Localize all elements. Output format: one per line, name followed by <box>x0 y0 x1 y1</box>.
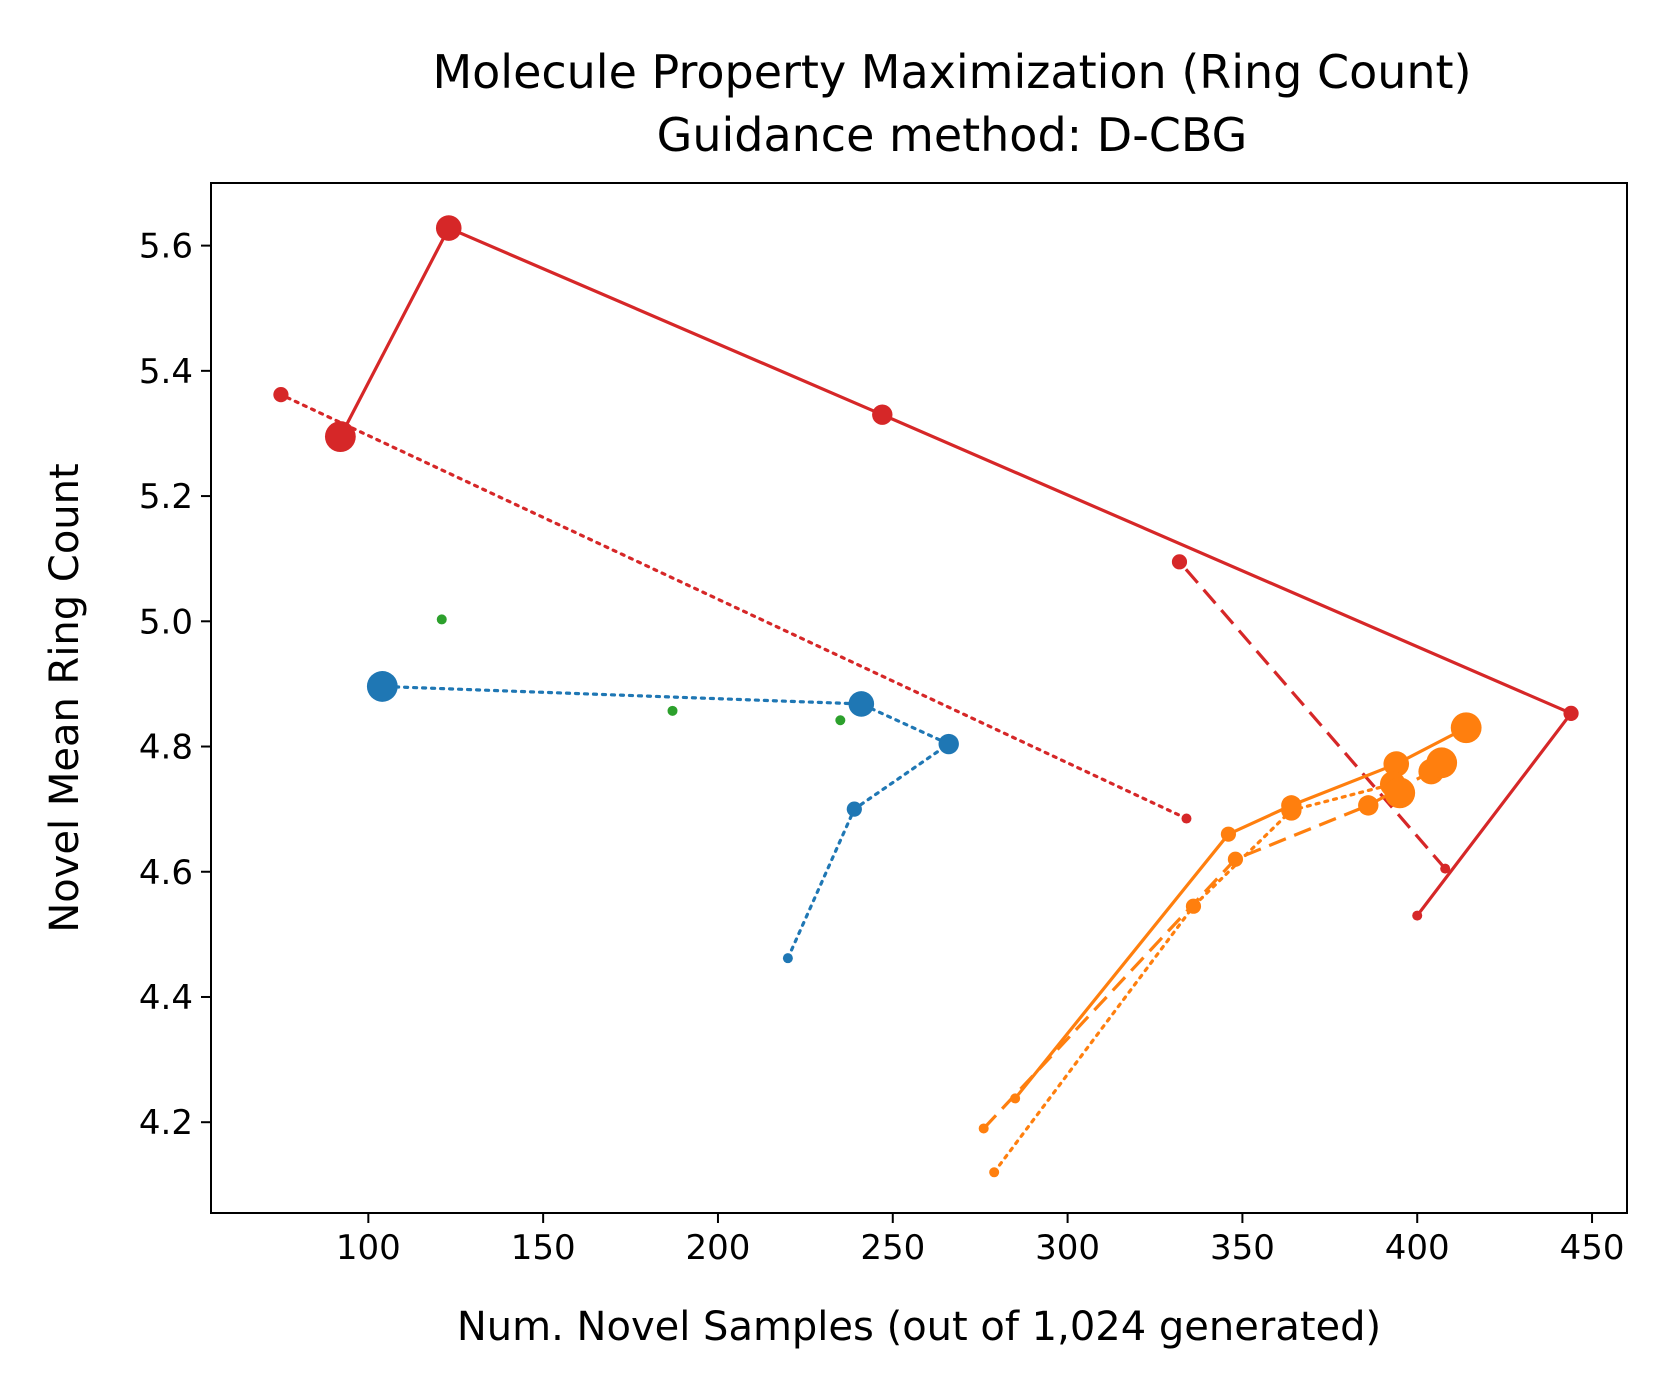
data-point <box>1440 863 1451 874</box>
series-green-markers <box>436 614 846 726</box>
y-axis-label: Novel Mean Ring Count <box>42 463 88 932</box>
series-orange-solid <box>1010 712 1482 1104</box>
data-point <box>1563 705 1579 721</box>
data-point <box>1412 910 1423 921</box>
series-line-blue-dotted <box>380 684 951 960</box>
y-tick-label: 4.6 <box>139 853 193 893</box>
plot-frame <box>210 182 1628 1214</box>
data-point <box>848 691 875 717</box>
data-point <box>667 705 678 716</box>
data-point <box>938 733 959 755</box>
y-tick-label: 5.4 <box>139 352 193 392</box>
y-tick-label: 4.4 <box>139 978 193 1018</box>
series-blue-dotted <box>366 671 959 964</box>
data-point <box>782 953 793 964</box>
data-point <box>273 387 289 403</box>
data-point <box>1181 813 1192 824</box>
data-point <box>435 215 462 241</box>
data-point <box>846 801 862 817</box>
data-point <box>978 1123 989 1134</box>
data-point <box>1171 554 1188 570</box>
x-axis: 100 150 200 250 300 350 400 450 <box>336 1213 1625 1268</box>
series-orange-dashed <box>978 747 1458 1134</box>
data-point <box>1185 898 1202 914</box>
data-point <box>1220 826 1237 842</box>
series-line-orange-dashed <box>982 761 1443 1130</box>
series-red-dashed <box>1171 554 1451 874</box>
series-red-dotted <box>273 387 1192 824</box>
series-line-orange-dotted <box>992 782 1402 1174</box>
data-point <box>835 715 846 726</box>
data-point <box>989 1167 1000 1178</box>
x-tick-label: 100 <box>336 1228 401 1268</box>
data-point <box>436 614 447 625</box>
data-point <box>366 671 398 702</box>
x-tick-label: 300 <box>1035 1228 1100 1268</box>
y-tick-label: 5.6 <box>139 227 193 267</box>
series-red-solid <box>324 215 1579 921</box>
series-line-red-solid <box>338 226 1573 917</box>
x-tick-label: 400 <box>1385 1228 1450 1268</box>
plot-area <box>273 215 1579 1178</box>
chart-title-line-1: Molecule Property Maximization (Ring Cou… <box>432 45 1471 99</box>
series-line-red-dotted <box>279 393 1189 821</box>
x-tick-label: 350 <box>1210 1228 1275 1268</box>
data-point <box>1281 800 1302 821</box>
data-point <box>1383 751 1410 777</box>
y-tick-label: 5.0 <box>139 602 193 642</box>
y-tick-label: 4.2 <box>139 1103 193 1143</box>
data-point <box>1450 712 1482 744</box>
chart-title-line-2: Guidance method: D-CBG <box>657 108 1248 162</box>
series-line-red-dashed <box>1178 560 1447 870</box>
data-point <box>324 421 356 452</box>
data-point <box>1384 777 1416 809</box>
data-point <box>872 404 893 425</box>
x-tick-label: 150 <box>511 1228 576 1268</box>
y-axis: 4.2 4.4 4.6 4.8 5.0 5.2 5.4 5.6 <box>139 227 211 1143</box>
y-tick-label: 5.2 <box>139 477 193 517</box>
data-point <box>1426 747 1458 779</box>
x-tick-label: 200 <box>686 1228 751 1268</box>
y-tick-label: 4.8 <box>139 728 193 768</box>
x-tick-label: 250 <box>860 1228 925 1268</box>
x-axis-label: Num. Novel Samples (out of 1,024 generat… <box>457 1304 1381 1350</box>
x-tick-label: 450 <box>1560 1228 1625 1268</box>
data-point <box>1358 795 1379 816</box>
series-orange-dotted <box>989 771 1416 1178</box>
